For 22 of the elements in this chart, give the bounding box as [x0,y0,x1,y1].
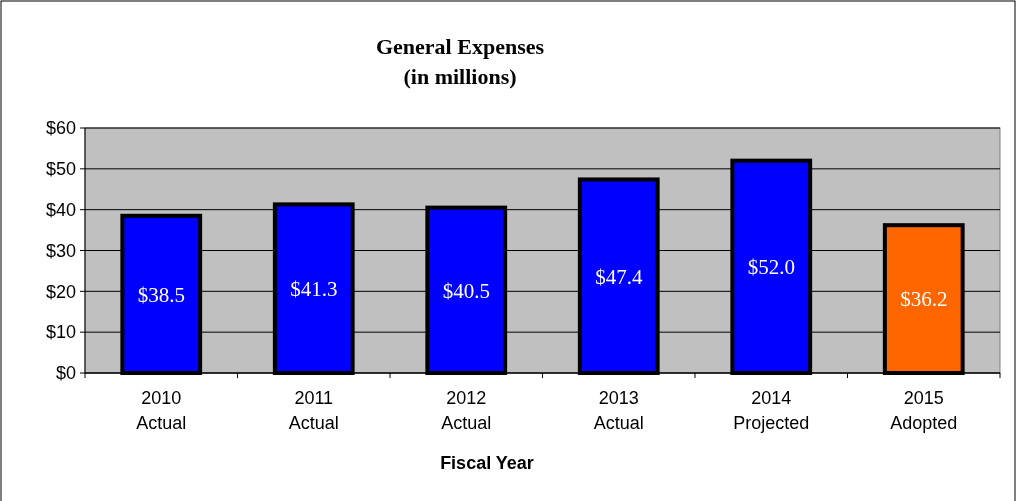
x-axis-title: Fiscal Year [440,453,534,473]
x-tick-label: 2010 Actual [136,388,187,433]
y-tick-label: $20 [45,281,76,302]
x-tick-label: 2012 Actual [441,388,492,433]
data-label: $52.0 [747,255,795,280]
y-tick-label: $30 [45,240,76,261]
x-tick-label: 2011 Actual [288,388,339,433]
y-tick-label: $10 [45,322,76,343]
y-tick-label: $50 [45,159,76,180]
x-tick-label: 2013 Actual [593,388,644,433]
x-tick-label: 2014 Projected [733,388,810,433]
y-tick-label: $60 [45,118,76,139]
data-label: $36.2 [900,287,948,312]
data-label: $38.5 [137,282,185,307]
data-label: $41.3 [290,277,338,302]
y-tick-label: $0 [55,363,76,384]
chart-title: General Expenses [375,34,545,59]
data-label: $40.5 [442,278,490,303]
y-tick-label: $40 [45,199,76,220]
x-tick-label: 2015 Adopted [890,388,958,433]
data-label: $47.4 [595,264,643,289]
chart-subtitle: (in millions) [403,64,517,89]
